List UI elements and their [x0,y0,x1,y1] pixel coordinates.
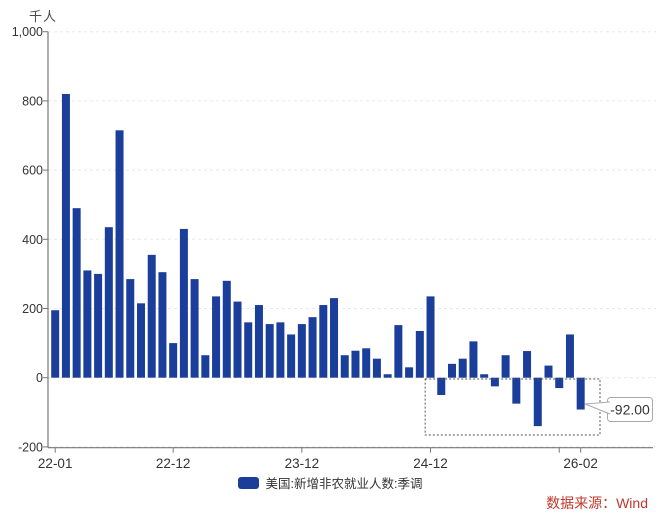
y-axis-tick-label: 600 [22,164,43,178]
bar [490,377,499,387]
bar [308,317,317,378]
bar [501,355,510,378]
bar [319,305,328,378]
bar [201,355,210,378]
bar [394,325,403,378]
bar [233,301,242,378]
bar [179,228,188,378]
bar [426,296,435,378]
y-axis-unit-label: 千人 [29,9,58,24]
bar [458,358,467,378]
bar [136,303,145,378]
y-axis-tick-label: 200 [22,302,43,316]
bar [244,322,253,378]
legend: 美国:新增非农就业人数:季调 [0,473,660,492]
bar [405,367,414,378]
x-axis-tick-label: 23-12 [285,456,320,471]
bar [83,270,92,378]
callout-pointer [584,401,611,415]
bar [276,322,285,378]
bar [437,377,446,395]
bar [169,343,178,378]
bar [544,365,553,378]
y-axis-tick-label: -200 [18,440,43,454]
bar [147,254,156,378]
bar [480,374,489,378]
y-axis-tick-label: 0 [36,371,43,385]
bar [212,296,221,378]
y-axis-tick-label: 800 [22,94,43,108]
highlight-dashed-box [424,378,601,436]
bar [555,377,564,389]
legend-series-label: 美国:新增非农就业人数:季调 [265,477,423,491]
bar [126,279,135,378]
x-axis-tick-label: 22-01 [38,456,73,471]
bar [104,227,113,378]
bar [340,355,349,378]
y-axis-tick-label: 400 [22,233,43,247]
bar [383,374,392,378]
bar [287,334,296,378]
bar [523,351,532,378]
legend-swatch [237,476,259,489]
bar [115,130,124,378]
bar [565,334,574,378]
bar [576,377,585,410]
x-axis-tick-label: 22-12 [156,456,191,471]
bar [265,324,274,378]
bar [469,341,478,378]
y-axis-tick-label: 1,000 [12,25,43,39]
data-source-note: 数据来源：Wind [546,495,648,511]
bar [330,298,339,378]
bar [351,350,360,378]
bar [447,363,456,378]
bar [533,377,542,427]
bar [94,273,103,378]
bar [51,310,60,378]
x-axis-tick-label: 24-12 [413,456,448,471]
bar [222,280,231,378]
bar [254,305,263,378]
bar [61,93,70,378]
callout-value-text: -92.00 [610,402,650,418]
bar [297,324,306,378]
x-axis-tick-label: 26-02 [563,456,598,471]
bar [372,358,381,378]
bar [415,330,424,378]
bar [512,377,521,404]
bar [362,348,371,378]
bar [190,279,199,378]
bar [72,208,81,378]
bar [158,272,167,378]
